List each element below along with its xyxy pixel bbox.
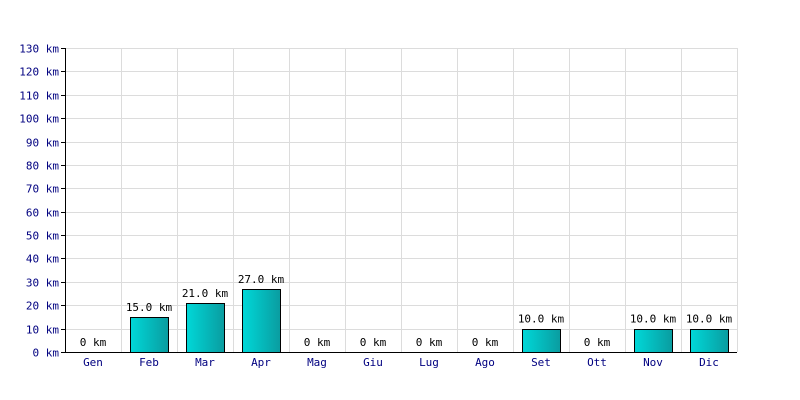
- data-label-feb: 15.0 km: [126, 301, 173, 314]
- bar-dic: [690, 329, 729, 353]
- x-tick-label-mag: Mag: [307, 356, 327, 369]
- x-tick-label-feb: Feb: [139, 356, 159, 369]
- y-tick-label: 70 km: [26, 183, 59, 196]
- data-label-giu: 0 km: [360, 336, 387, 349]
- x-tick-label-set: Set: [531, 356, 551, 369]
- bar-nov: [634, 329, 673, 353]
- data-label-mar: 21.0 km: [182, 287, 229, 300]
- x-tick-label-gen: Gen: [83, 356, 103, 369]
- y-axis-ticks: 0 km 10 km 20 km 30 km 40 km 50 km 60 km 70 km 8…: [19, 43, 65, 360]
- y-tick-label: 100 km: [19, 113, 59, 126]
- y-tick-label: 20 km: [26, 300, 59, 313]
- x-tick-label-apr: Apr: [251, 356, 271, 369]
- data-label-ago: 0 km: [472, 336, 499, 349]
- data-label-set: 10.0 km: [518, 313, 565, 326]
- x-tick-label-mar: Mar: [195, 356, 215, 369]
- y-tick-label: 10 km: [26, 324, 59, 337]
- bar-feb: [130, 317, 169, 353]
- data-labels: 0 km 15.0 km 21.0 km 27.0 km 0 km 0 km 0 km 0 k…: [80, 273, 733, 349]
- grid: [65, 48, 738, 352]
- data-label-lug: 0 km: [416, 336, 443, 349]
- y-tick-label: 110 km: [19, 90, 59, 103]
- data-label-nov: 10.0 km: [630, 313, 677, 326]
- y-tick-label: 0 km: [33, 347, 60, 360]
- data-label-dic: 10.0 km: [686, 313, 733, 326]
- bar-apr: [242, 289, 281, 353]
- bars: [130, 289, 729, 353]
- x-tick-label-nov: Nov: [643, 356, 663, 369]
- bar-set: [522, 329, 561, 353]
- data-label-apr: 27.0 km: [238, 273, 285, 286]
- y-tick-label: 50 km: [26, 230, 59, 243]
- x-tick-label-ott: Ott: [587, 356, 607, 369]
- bar-mar: [186, 303, 225, 353]
- data-label-ott: 0 km: [584, 336, 611, 349]
- x-tick-label-giu: Giu: [363, 356, 383, 369]
- data-label-gen: 0 km: [80, 336, 107, 349]
- axes: [65, 48, 737, 353]
- x-axis-categories: Gen Feb Mar Apr Mag Giu Lug Ago Set Ott Nov Dic: [83, 356, 719, 369]
- y-tick-label: 60 km: [26, 207, 59, 220]
- x-tick-label-dic: Dic: [699, 356, 719, 369]
- y-tick-label: 30 km: [26, 277, 59, 290]
- y-tick-label: 130 km: [19, 43, 59, 56]
- y-tick-label: 90 km: [26, 137, 59, 150]
- x-tick-label-ago: Ago: [475, 356, 495, 369]
- data-label-mag: 0 km: [304, 336, 331, 349]
- y-tick-label: 120 km: [19, 66, 59, 79]
- y-tick-label: 80 km: [26, 160, 59, 173]
- y-tick-label: 40 km: [26, 253, 59, 266]
- x-tick-label-lug: Lug: [419, 356, 439, 369]
